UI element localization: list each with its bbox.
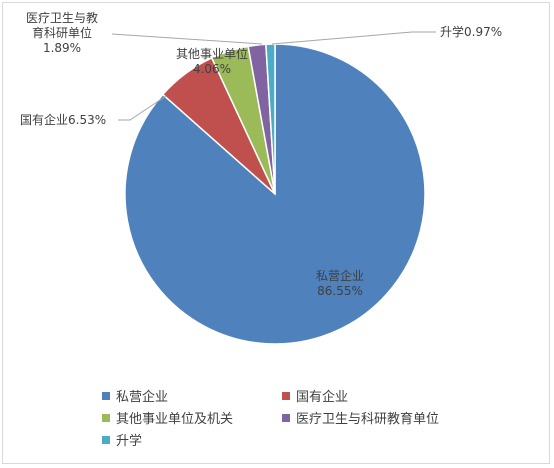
leader-line-1 [118,95,167,121]
legend-label-4: 升学 [116,434,143,449]
legend-item-3: 医疗卫生与科研教育单位 [282,408,439,427]
legend-swatch-0 [102,391,110,400]
legend-swatch-3 [282,413,290,422]
data-label-3: 医疗卫生与教育科研单位 1.89% [26,10,98,55]
legend-item-0: 私营企业 [102,386,168,405]
chart-frame [2,2,550,464]
legend-item-1: 国有企业 [282,386,348,405]
legend-label-1: 国有企业 [296,390,349,405]
legend-item-4: 升学 [102,430,142,449]
data-label-4: 升学0.97% [440,24,502,39]
legend-label-2: 其他事业单位及机关 [116,412,234,427]
data-label-1: 国有企业6.53% [20,112,106,127]
data-label-0: 私营企业 86.55% [316,268,364,298]
legend-swatch-2 [102,413,110,422]
legend-label-0: 私营企业 [116,390,169,405]
leader-line-4 [271,31,436,45]
legend-swatch-1 [282,391,290,400]
data-label-2: 其他事业单位 4.06% [176,46,248,76]
legend-label-3: 医疗卫生与科研教育单位 [296,412,440,427]
legend-item-2: 其他事业单位及机关 [102,408,233,427]
leader-line-3 [111,33,263,45]
legend-swatch-4 [102,435,110,444]
